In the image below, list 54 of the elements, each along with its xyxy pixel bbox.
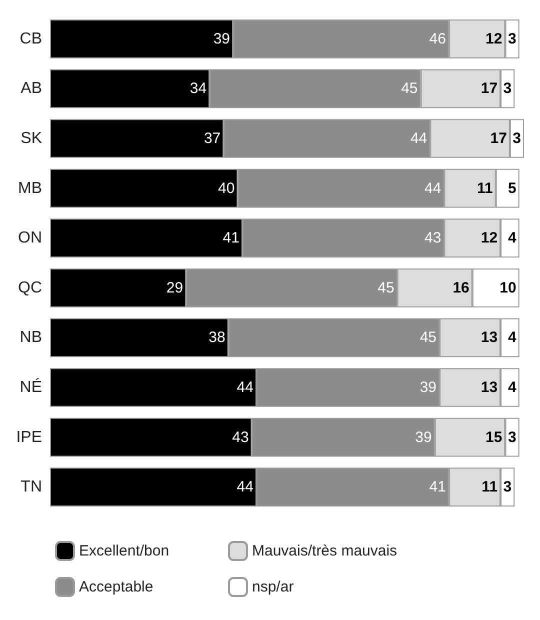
- y-tick-label: NÉ: [20, 378, 42, 396]
- data-label: 45: [401, 80, 418, 98]
- data-label: 40: [218, 180, 235, 197]
- y-tick-label: TN: [20, 478, 42, 496]
- data-label: 5: [508, 180, 516, 197]
- data-label: 45: [378, 279, 394, 296]
- data-label: 13: [480, 379, 498, 396]
- data-label: 37: [204, 130, 221, 147]
- legend-label: nsp/ar: [252, 578, 294, 596]
- data-label: 34: [190, 80, 207, 98]
- data-label: 39: [415, 428, 432, 446]
- data-label: 45: [420, 329, 437, 346]
- data-label: 17: [480, 80, 498, 98]
- legend-label: Mauvais/très mauvais: [252, 542, 398, 560]
- data-label: 3: [503, 478, 512, 496]
- data-label: 13: [480, 329, 498, 346]
- y-tick-label: ON: [18, 230, 42, 247]
- data-label: 39: [213, 30, 230, 48]
- data-label: 41: [222, 230, 240, 247]
- data-label: 44: [410, 130, 428, 147]
- y-tick-label: AB: [20, 80, 42, 98]
- data-label: 39: [420, 379, 437, 396]
- data-label: 12: [486, 30, 502, 48]
- data-label: 4: [508, 329, 517, 346]
- data-label: 4: [508, 230, 517, 247]
- data-label: 10: [500, 279, 516, 296]
- y-tick-label: IPE: [16, 428, 42, 446]
- legend-label: Acceptable: [79, 578, 154, 596]
- data-label: 11: [482, 478, 498, 496]
- y-tick-label: MB: [18, 180, 42, 197]
- data-label: 4: [508, 379, 517, 396]
- data-label: 43: [424, 230, 442, 247]
- data-label: 43: [232, 428, 249, 446]
- data-label: 3: [508, 428, 516, 446]
- data-label: 17: [490, 130, 507, 147]
- y-tick-label: QC: [18, 279, 42, 296]
- data-label: 44: [236, 478, 254, 496]
- y-tick-label: CB: [20, 30, 42, 48]
- data-label: 15: [486, 428, 502, 446]
- data-label: 3: [512, 130, 521, 147]
- legend-label: Excellent/bon: [79, 542, 170, 560]
- data-label: 44: [236, 379, 254, 396]
- data-label: 41: [429, 478, 446, 496]
- y-tick-label: SK: [20, 130, 42, 147]
- data-label: 3: [508, 30, 516, 48]
- data-label: 11: [476, 180, 493, 197]
- data-label: 38: [208, 329, 226, 346]
- data-label: 29: [166, 279, 184, 296]
- data-label: 46: [429, 30, 446, 48]
- data-label: 3: [503, 80, 512, 98]
- data-label: 12: [480, 230, 498, 247]
- data-label: 44: [424, 180, 442, 197]
- y-tick-label: NB: [20, 329, 42, 346]
- data-label: 16: [452, 279, 470, 296]
